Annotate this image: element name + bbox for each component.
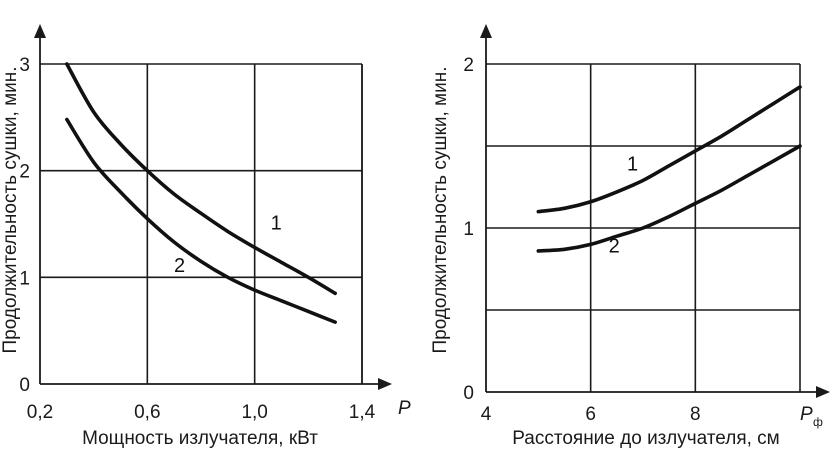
x-tick-label: 1,4 [349,402,376,423]
x-axis-symbol: P [800,404,813,425]
series-1-label: 1 [627,154,638,176]
y-axis-arrow [480,24,492,38]
y-tick-label: 2 [19,162,30,183]
y-tick-label: 0 [19,375,30,396]
y-axis-label: Продолжительность сушки, мин. [430,66,451,353]
x-tick-label: 6 [585,404,596,425]
series-1-label: 1 [271,212,282,234]
x-axis-label: Расстояние до излучателя, см [512,428,780,449]
y-axis-label: Продолжительность сушки, мин. [0,66,21,353]
x-tick-label: 0,6 [134,402,160,423]
y-axis-arrow [34,24,46,38]
series-2-line [536,144,802,253]
series-2-label: 2 [609,236,620,258]
chart-drying-vs-power: 0,2 0,6 1,0 1,4 0 1 2 3 Мощность излучателя, кВт… [0,24,411,449]
series-1-line [65,62,337,296]
x-tick-label: 8 [690,404,701,425]
series-1-line [536,85,802,214]
x-tick-label: 4 [481,404,492,425]
chart-drying-vs-distance: 4 6 8 0 1 2 Расстояние до излучателя, см Продол… [430,24,830,449]
series-2-label: 2 [174,255,185,277]
x-axis-symbol-subscript: ф [813,415,823,429]
y-tick-label: 0 [463,383,474,404]
x-axis-arrow [378,378,392,390]
y-tick-label: 1 [463,219,474,240]
y-tick-label: 3 [19,55,30,76]
series-2-line [65,117,337,324]
y-tick-label: 2 [463,55,474,76]
x-axis-arrow [816,386,830,398]
x-axis-symbol: P [398,398,411,419]
x-tick-label: 0,2 [27,402,53,423]
x-axis-label: Мощность излучателя, кВт [82,428,318,449]
y-tick-label: 1 [19,268,30,289]
x-tick-label: 1,0 [241,402,267,423]
